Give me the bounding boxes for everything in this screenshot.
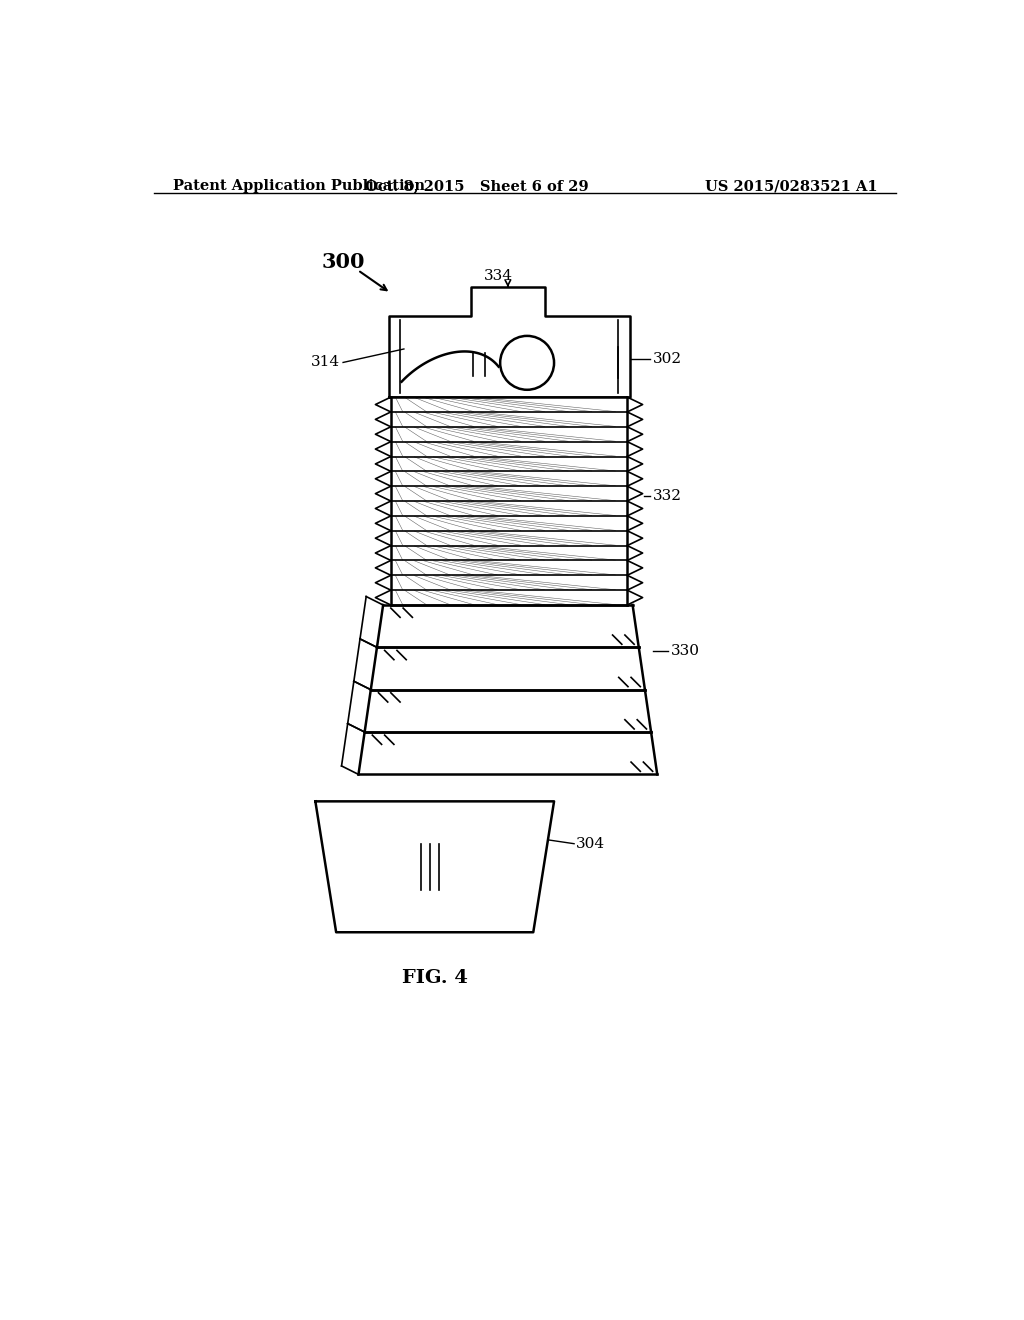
Text: US 2015/0283521 A1: US 2015/0283521 A1 [705,180,878,193]
Text: Patent Application Publication: Patent Application Publication [173,180,425,193]
Text: 332: 332 [652,488,682,503]
Text: Oct. 8, 2015   Sheet 6 of 29: Oct. 8, 2015 Sheet 6 of 29 [366,180,589,193]
Text: 334: 334 [484,269,513,284]
Text: 302: 302 [652,351,682,366]
Text: 314: 314 [311,355,340,370]
Text: FIG. 4: FIG. 4 [401,969,468,987]
Text: 300: 300 [322,252,365,272]
Text: 304: 304 [575,837,605,850]
Text: 330: 330 [671,644,700,659]
